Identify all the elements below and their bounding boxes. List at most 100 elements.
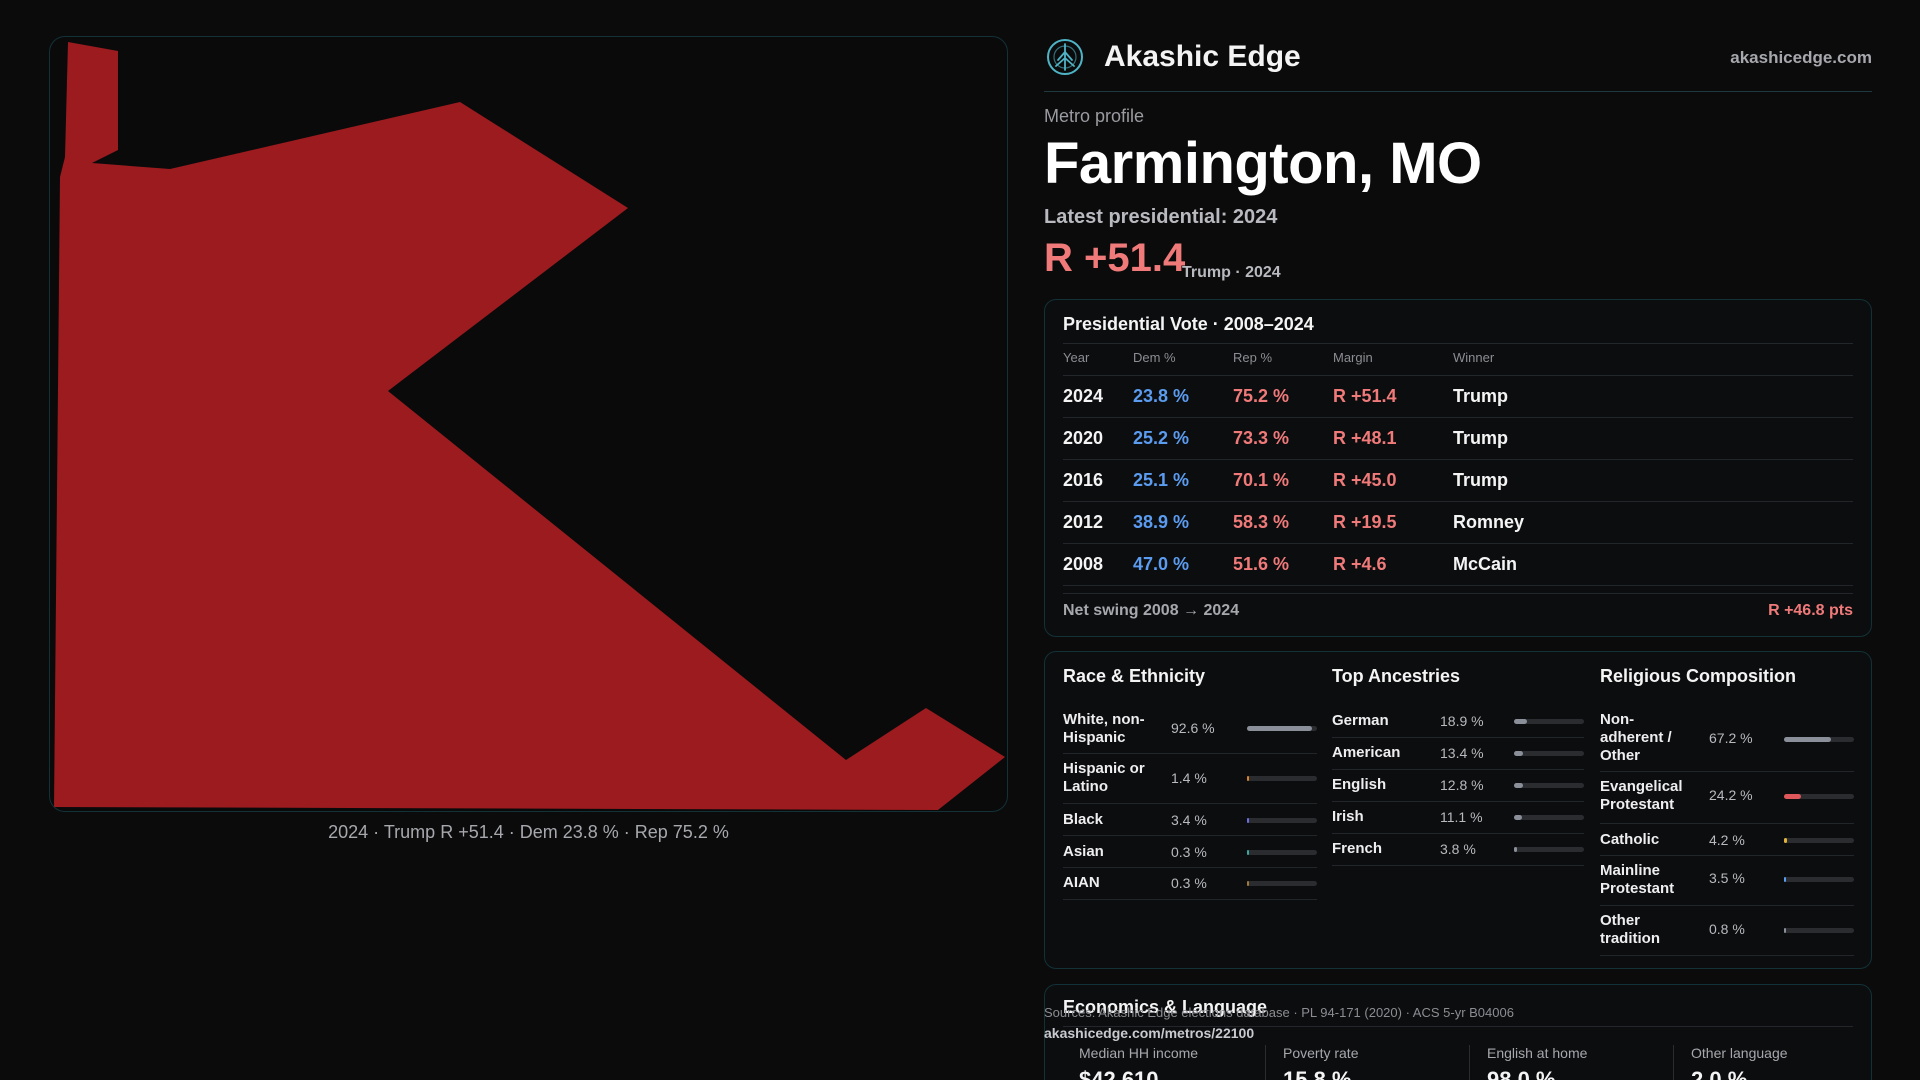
- brand-name: Akashic Edge: [1104, 40, 1301, 73]
- econ-value: 15.8 %: [1283, 1067, 1352, 1080]
- race-label: Asian: [1063, 843, 1104, 860]
- headline-margin: R +51.4: [1044, 236, 1186, 280]
- econ-label: Poverty rate: [1283, 1045, 1359, 1061]
- ancestry-value: 12.8 %: [1440, 777, 1484, 793]
- race-label: Hispanic or Latino: [1063, 760, 1145, 795]
- ancestry-bar-fill: [1514, 751, 1524, 756]
- ancestry-label: French: [1332, 840, 1383, 857]
- race-bar-fill: [1247, 881, 1249, 886]
- religion-bar: [1784, 737, 1854, 742]
- religion-bar: [1784, 928, 1854, 933]
- list-item: American 13.4 %: [1332, 738, 1584, 770]
- race-bar: [1247, 726, 1317, 731]
- list-item: English 12.8 %: [1332, 770, 1584, 802]
- ancestry-label: American: [1332, 744, 1401, 761]
- race-bar: [1247, 818, 1317, 823]
- divider: [1265, 1045, 1266, 1080]
- cell-dem: 23.8 %: [1133, 386, 1190, 406]
- cell-year: 2020: [1063, 428, 1104, 448]
- econ-stat: Median HH income $42,610: [1079, 1045, 1198, 1080]
- econ-value: $42,610: [1079, 1067, 1159, 1080]
- ancestry-value: 13.4 %: [1440, 745, 1484, 761]
- race-label: AIAN: [1063, 874, 1100, 891]
- list-item: Catholic 4.2 %: [1600, 824, 1854, 856]
- net-swing-value: R +46.8 pts: [1768, 602, 1853, 619]
- cell-winner: McCain: [1453, 554, 1518, 574]
- religion-value: 67.2 %: [1709, 730, 1753, 746]
- cell-rep: 73.3 %: [1233, 428, 1290, 448]
- race-bar: [1247, 881, 1317, 886]
- race-ethnicity-title: Race & Ethnicity: [1063, 666, 1206, 686]
- metro-shape-map: [54, 42, 1005, 810]
- metro-url-link[interactable]: akashicedge.com/metros/22100: [1044, 1025, 1255, 1041]
- list-item: Mainline Protestant 3.5 %: [1600, 856, 1854, 906]
- ancestry-value: 11.1 %: [1440, 809, 1483, 825]
- divider: [1063, 1026, 1853, 1027]
- ancestry-panel: Top Ancestries German 18.9 % American 13…: [1332, 652, 1584, 968]
- religion-label: Mainline Protestant: [1600, 862, 1675, 897]
- list-item: AIAN 0.3 %: [1063, 868, 1317, 900]
- cell-margin: R +4.6: [1333, 554, 1387, 574]
- econ-stat: English at home 98.0 %: [1487, 1045, 1587, 1080]
- ancestry-bar: [1514, 847, 1584, 852]
- list-item: Evangelical Protestant 24.2 %: [1600, 772, 1854, 824]
- ancestry-bar: [1514, 815, 1584, 820]
- divider: [1673, 1045, 1674, 1080]
- religion-label: Other tradition: [1600, 912, 1660, 947]
- religion-panel: Religious Composition Non-adherent / Oth…: [1600, 652, 1854, 968]
- econ-value: 2.0 %: [1691, 1067, 1748, 1080]
- list-item: Other tradition 0.8 %: [1600, 906, 1854, 956]
- ancestry-label: German: [1332, 712, 1389, 729]
- econ-stat: Poverty rate 15.8 %: [1283, 1045, 1358, 1080]
- list-item: Asian 0.3 %: [1063, 836, 1317, 868]
- race-ethnicity-panel: Race & Ethnicity White, non-Hispanic 92.…: [1063, 652, 1317, 968]
- brand-site-link[interactable]: akashicedge.com: [1730, 48, 1872, 67]
- latest-presidential-label: Latest presidential: 2024: [1044, 206, 1278, 228]
- cell-margin: R +19.5: [1333, 512, 1397, 532]
- column-header: Dem %: [1133, 350, 1176, 365]
- religion-label: Non-adherent / Other: [1600, 711, 1672, 764]
- ancestry-bar-fill: [1514, 719, 1528, 724]
- ancestry-bar: [1514, 751, 1584, 756]
- presidential-vote-card: Presidential Vote · 2008–2024 Year Dem %…: [1044, 299, 1872, 637]
- cell-dem: 25.2 %: [1133, 428, 1190, 448]
- race-value: 1.4 %: [1171, 770, 1207, 786]
- net-swing-label: Net swing 2008 → 2024: [1063, 602, 1240, 619]
- table-row: 2020 25.2 % 73.3 % R +48.1 Trump: [1063, 418, 1853, 460]
- list-item: Non-adherent / Other 67.2 %: [1600, 706, 1854, 772]
- religion-label: Evangelical Protestant: [1600, 778, 1683, 813]
- religion-bar-fill: [1784, 838, 1787, 843]
- race-bar-fill: [1247, 726, 1312, 731]
- cell-year: 2008: [1063, 554, 1104, 574]
- race-label: White, non-Hispanic: [1063, 711, 1145, 746]
- religion-value: 3.5 %: [1709, 870, 1745, 886]
- race-value: 0.3 %: [1171, 875, 1207, 891]
- card-title: Presidential Vote · 2008–2024: [1063, 314, 1314, 334]
- divider: [1063, 375, 1853, 376]
- list-item: Black 3.4 %: [1063, 804, 1317, 836]
- map-caption: 2024 · Trump R +51.4 · Dem 23.8 % · Rep …: [328, 822, 729, 842]
- compass-tree-logo-icon: [1047, 39, 1083, 75]
- race-value: 3.4 %: [1171, 812, 1207, 828]
- demographics-card: Race & Ethnicity White, non-Hispanic 92.…: [1044, 651, 1872, 969]
- list-item: White, non-Hispanic 92.6 %: [1063, 706, 1317, 754]
- page-title: Farmington, MO: [1044, 131, 1482, 196]
- economics-language-card: Economics & Language Median HH income $4…: [1044, 984, 1872, 1080]
- religion-bar: [1784, 838, 1854, 843]
- religion-bar-fill: [1784, 877, 1787, 882]
- metro-shape: [54, 42, 1005, 810]
- cell-year: 2024: [1063, 386, 1104, 406]
- race-bar-fill: [1247, 850, 1249, 855]
- column-header: Margin: [1333, 350, 1373, 365]
- cell-dem: 47.0 %: [1133, 554, 1190, 574]
- religion-value: 0.8 %: [1709, 921, 1745, 937]
- cell-margin: R +51.4: [1333, 386, 1397, 406]
- list-item: Hispanic or Latino 1.4 %: [1063, 754, 1317, 804]
- ancestry-label: English: [1332, 776, 1387, 793]
- religion-value: 4.2 %: [1709, 832, 1745, 848]
- cell-rep: 70.1 %: [1233, 470, 1290, 490]
- econ-label: Other language: [1691, 1045, 1788, 1061]
- ancestry-value: 3.8 %: [1440, 841, 1476, 857]
- cell-margin: R +48.1: [1333, 428, 1397, 448]
- cell-winner: Trump: [1453, 428, 1509, 448]
